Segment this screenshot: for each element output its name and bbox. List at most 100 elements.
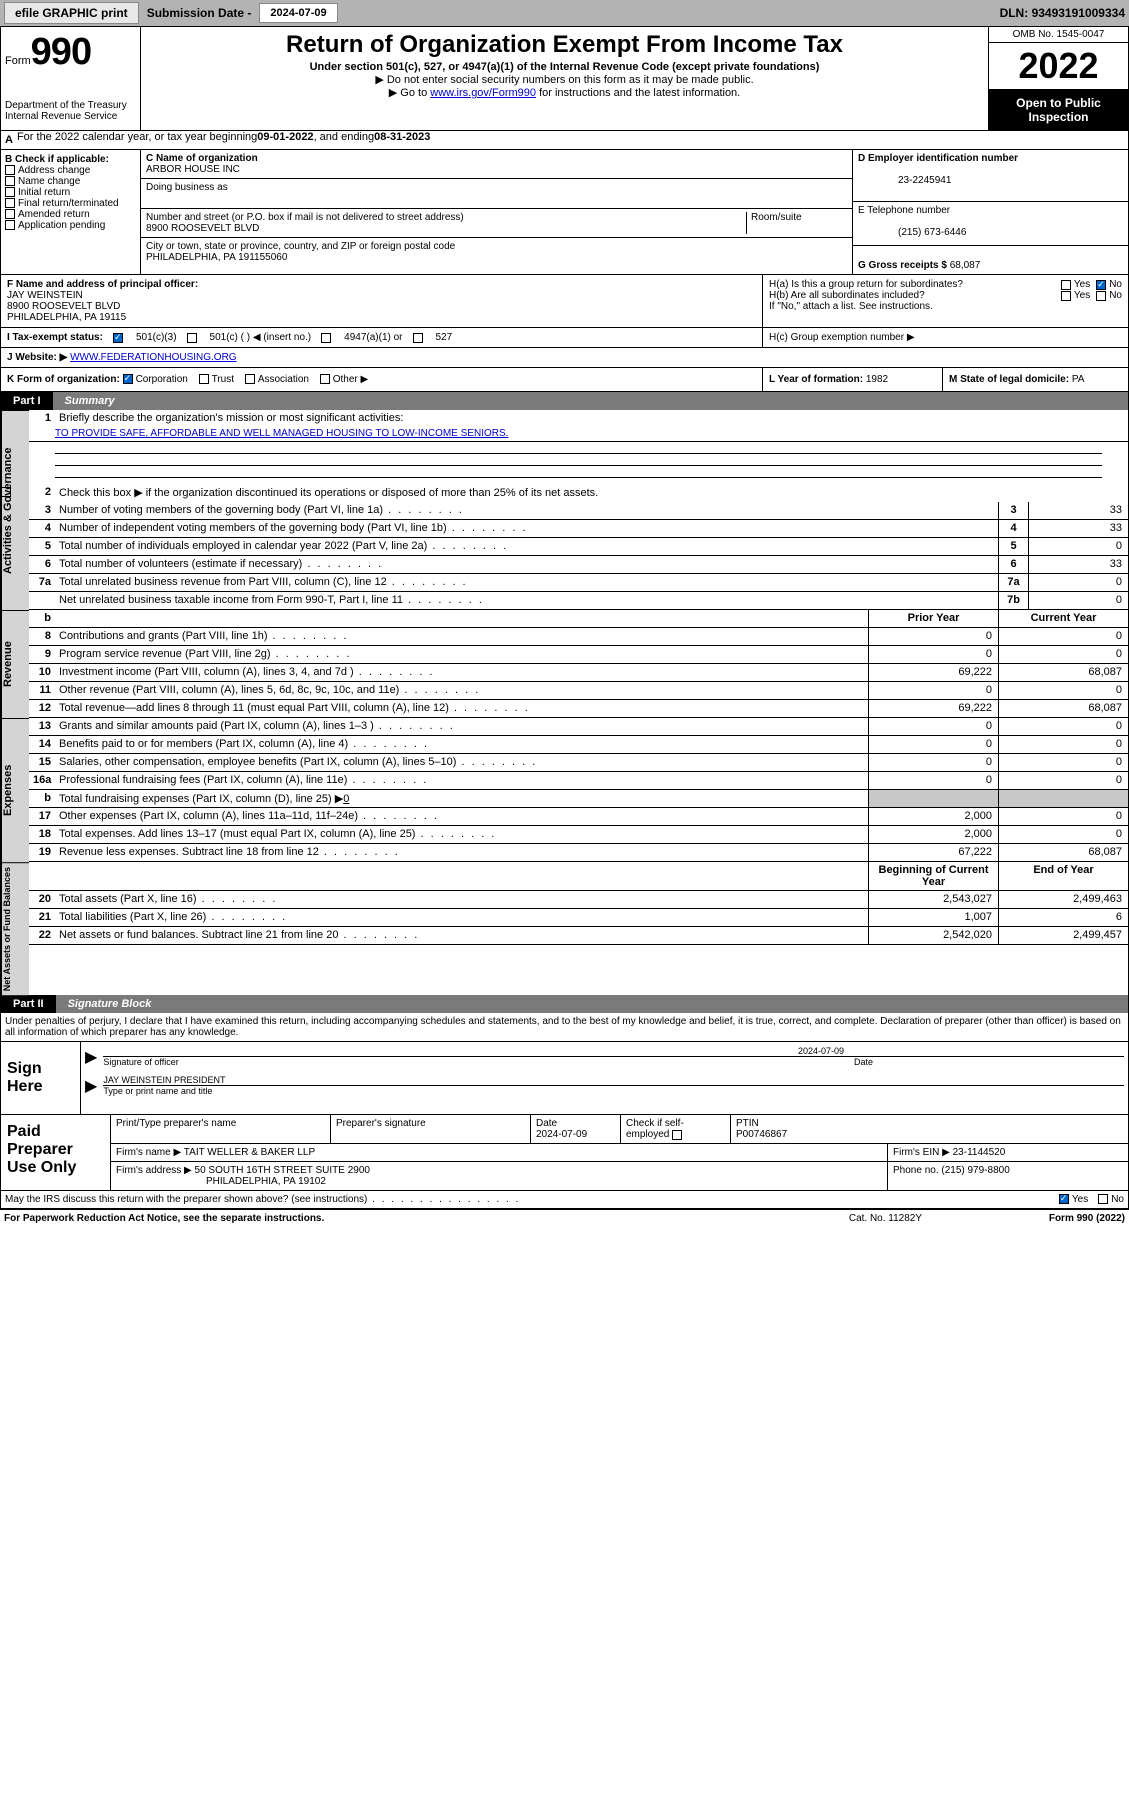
phone-label: E Telephone number xyxy=(858,205,950,216)
officer-row: F Name and address of principal officer:… xyxy=(1,275,1128,328)
checkbox-app-pending[interactable] xyxy=(5,220,15,230)
checkbox-527[interactable] xyxy=(413,333,423,343)
row-a-mid: , and ending xyxy=(314,131,375,149)
hb-yes: Yes xyxy=(1074,290,1090,301)
line-num: 12 xyxy=(29,700,55,717)
dept-treasury: Department of the Treasury xyxy=(5,100,136,111)
ein-label: D Employer identification number xyxy=(858,153,1018,164)
sig-date-label: Date xyxy=(854,1057,1124,1067)
blank-line-1 xyxy=(55,442,1102,454)
hb-yes-checkbox[interactable] xyxy=(1061,291,1071,301)
checkbox-discontinued[interactable] xyxy=(1,487,11,497)
form-number: 990 xyxy=(31,31,91,73)
line-current: 68,087 xyxy=(998,844,1128,861)
line-current: 0 xyxy=(998,736,1128,753)
line-num: 7a xyxy=(29,574,55,591)
hb-note: If "No," attach a list. See instructions… xyxy=(769,301,1122,312)
dba-box: Doing business as xyxy=(141,179,852,209)
line-prior: 0 xyxy=(868,754,998,771)
line-desc: Total number of volunteers (estimate if … xyxy=(55,556,998,573)
tax-year: 2022 xyxy=(989,43,1128,90)
checkbox-address-change[interactable] xyxy=(5,165,15,175)
line-prior: 0 xyxy=(868,736,998,753)
line-current: 68,087 xyxy=(998,664,1128,681)
summary-line: Net unrelated business taxable income fr… xyxy=(29,592,1128,610)
dln-label: DLN: xyxy=(1000,6,1032,20)
b-label: B Check if applicable: xyxy=(5,154,109,165)
line-prior: 2,000 xyxy=(868,808,998,825)
firm-ein-label: Firm's EIN ▶ xyxy=(893,1147,953,1158)
line-16b-desc: Total fundraising expenses (Part IX, col… xyxy=(55,790,868,807)
net-assets-section: Net Assets or Fund Balances Beginning of… xyxy=(1,862,1128,995)
section-b-checkboxes: B Check if applicable: Address change Na… xyxy=(1,150,141,274)
omb-number: OMB No. 1545-0047 xyxy=(989,27,1128,43)
line-desc: Grants and similar amounts paid (Part IX… xyxy=(55,718,868,735)
checkbox-other[interactable] xyxy=(320,374,330,384)
ha-yes-checkbox[interactable] xyxy=(1061,280,1071,290)
ha-no-checkbox[interactable] xyxy=(1096,280,1106,290)
topbar: efile GRAPHIC print Submission Date - 20… xyxy=(0,0,1129,26)
irs-link[interactable]: www.irs.gov/Form990 xyxy=(430,87,536,99)
line-num: 4 xyxy=(29,520,55,537)
firm-addr2-value: PHILADELPHIA, PA 19102 xyxy=(116,1176,326,1187)
name-change-label: Name change xyxy=(18,176,80,187)
room-suite-label: Room/suite xyxy=(747,212,847,234)
checkbox-501c[interactable] xyxy=(187,333,197,343)
checkbox-501c3[interactable] xyxy=(113,333,123,343)
checkbox-association[interactable] xyxy=(245,374,255,384)
line-num: 8 xyxy=(29,628,55,645)
checkbox-amended[interactable] xyxy=(5,209,15,219)
part-1-header: Part I Summary xyxy=(1,392,1128,410)
perjury-statement: Under penalties of perjury, I declare th… xyxy=(1,1013,1128,1041)
line-current: 0 xyxy=(998,772,1128,789)
header-left: Form990 Department of the Treasury Inter… xyxy=(1,27,141,130)
line-16b: b Total fundraising expenses (Part IX, c… xyxy=(29,790,1128,808)
summary-line: 7a Total unrelated business revenue from… xyxy=(29,574,1128,592)
hdr-b: b xyxy=(29,610,55,627)
firm-addr-label: Firm's address ▶ xyxy=(116,1165,192,1176)
line-prior: 0 xyxy=(868,772,998,789)
vtab-expenses: Expenses xyxy=(1,718,29,862)
hc-group-exemption: H(c) Group exemption number ▶ xyxy=(763,328,1128,347)
line-current: 0 xyxy=(998,826,1128,843)
city-box: City or town, state or province, country… xyxy=(141,238,852,266)
checkbox-corporation[interactable] xyxy=(123,374,133,384)
line-desc: Contributions and grants (Part VIII, lin… xyxy=(55,628,868,645)
checkbox-name-change[interactable] xyxy=(5,176,15,186)
gross-value: 68,087 xyxy=(950,260,981,271)
type-name-label: Type or print name and title xyxy=(103,1086,1124,1096)
line-prior: 2,543,027 xyxy=(868,891,998,908)
firm-name-value: TAIT WELLER & BAKER LLP xyxy=(184,1147,315,1158)
officer-name-title: JAY WEINSTEIN PRESIDENT xyxy=(103,1075,1124,1085)
line-desc: Total unrelated business revenue from Pa… xyxy=(55,574,998,591)
line-desc: Net assets or fund balances. Subtract li… xyxy=(55,927,868,944)
line-box: 6 xyxy=(998,556,1028,573)
line-current: 0 xyxy=(998,682,1128,699)
checkbox-initial-return[interactable] xyxy=(5,187,15,197)
open-to-public: Open to Public Inspection xyxy=(989,90,1128,130)
line-value: 0 xyxy=(1028,574,1128,591)
vtab-governance: Activities & Governance xyxy=(1,410,29,610)
efile-print-button[interactable]: efile GRAPHIC print xyxy=(4,2,139,24)
q2-discontinued: Check this box ▶ if the organization dis… xyxy=(55,484,1128,502)
checkbox-self-employed[interactable] xyxy=(672,1130,682,1140)
website-link[interactable]: WWW.FEDERATIONHOUSING.ORG xyxy=(70,352,236,363)
header-subtitle-3: ▶ Go to www.irs.gov/Form990 for instruct… xyxy=(147,86,982,99)
checkbox-4947[interactable] xyxy=(321,333,331,343)
firm-phone-label: Phone no. xyxy=(893,1165,941,1176)
revenue-section: Revenue b Prior Year Current Year 8 Cont… xyxy=(1,610,1128,718)
line-num: 14 xyxy=(29,736,55,753)
checkbox-trust[interactable] xyxy=(199,374,209,384)
discuss-yes-checkbox[interactable] xyxy=(1059,1194,1069,1204)
checkbox-final-return[interactable] xyxy=(5,198,15,208)
hb-no-checkbox[interactable] xyxy=(1096,291,1106,301)
line-num: 5 xyxy=(29,538,55,555)
sub3-post: for instructions and the latest informat… xyxy=(536,87,740,99)
section-d-right: D Employer identification number 23-2245… xyxy=(853,150,1128,274)
line-current: 0 xyxy=(998,646,1128,663)
ptin-header: PTIN xyxy=(736,1118,759,1129)
line-num: 15 xyxy=(29,754,55,771)
discuss-no-checkbox[interactable] xyxy=(1098,1194,1108,1204)
line-num: 20 xyxy=(29,891,55,908)
addr-label: Number and street (or P.O. box if mail i… xyxy=(146,212,464,223)
